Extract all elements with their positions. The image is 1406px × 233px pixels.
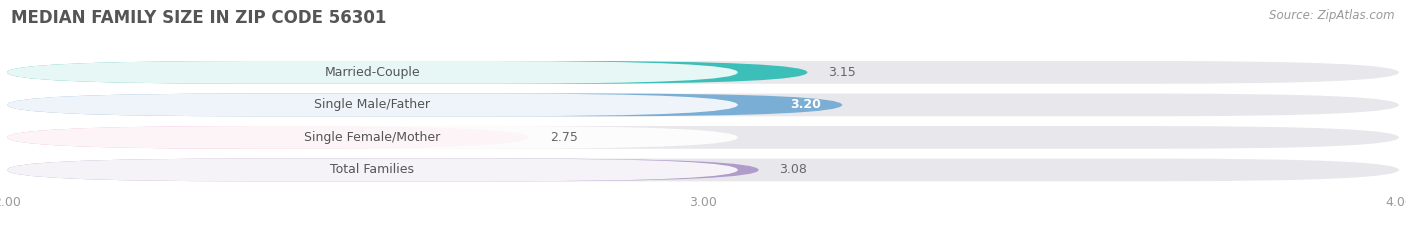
Text: 3.20: 3.20 (790, 98, 821, 111)
Text: Married-Couple: Married-Couple (325, 66, 420, 79)
FancyBboxPatch shape (7, 61, 807, 84)
Text: Source: ZipAtlas.com: Source: ZipAtlas.com (1270, 9, 1395, 22)
Text: Total Families: Total Families (330, 163, 415, 176)
Text: 2.75: 2.75 (550, 131, 578, 144)
FancyBboxPatch shape (7, 158, 759, 181)
FancyBboxPatch shape (7, 61, 1399, 84)
FancyBboxPatch shape (7, 158, 1399, 181)
FancyBboxPatch shape (7, 93, 738, 116)
FancyBboxPatch shape (7, 126, 1399, 149)
FancyBboxPatch shape (7, 93, 1399, 116)
Text: 3.15: 3.15 (828, 66, 856, 79)
Text: Single Male/Father: Single Male/Father (315, 98, 430, 111)
FancyBboxPatch shape (7, 158, 738, 181)
Text: MEDIAN FAMILY SIZE IN ZIP CODE 56301: MEDIAN FAMILY SIZE IN ZIP CODE 56301 (11, 9, 387, 27)
Text: 3.08: 3.08 (779, 163, 807, 176)
FancyBboxPatch shape (7, 61, 738, 84)
FancyBboxPatch shape (7, 93, 842, 116)
Text: Single Female/Mother: Single Female/Mother (304, 131, 440, 144)
FancyBboxPatch shape (7, 126, 529, 149)
FancyBboxPatch shape (7, 126, 738, 149)
